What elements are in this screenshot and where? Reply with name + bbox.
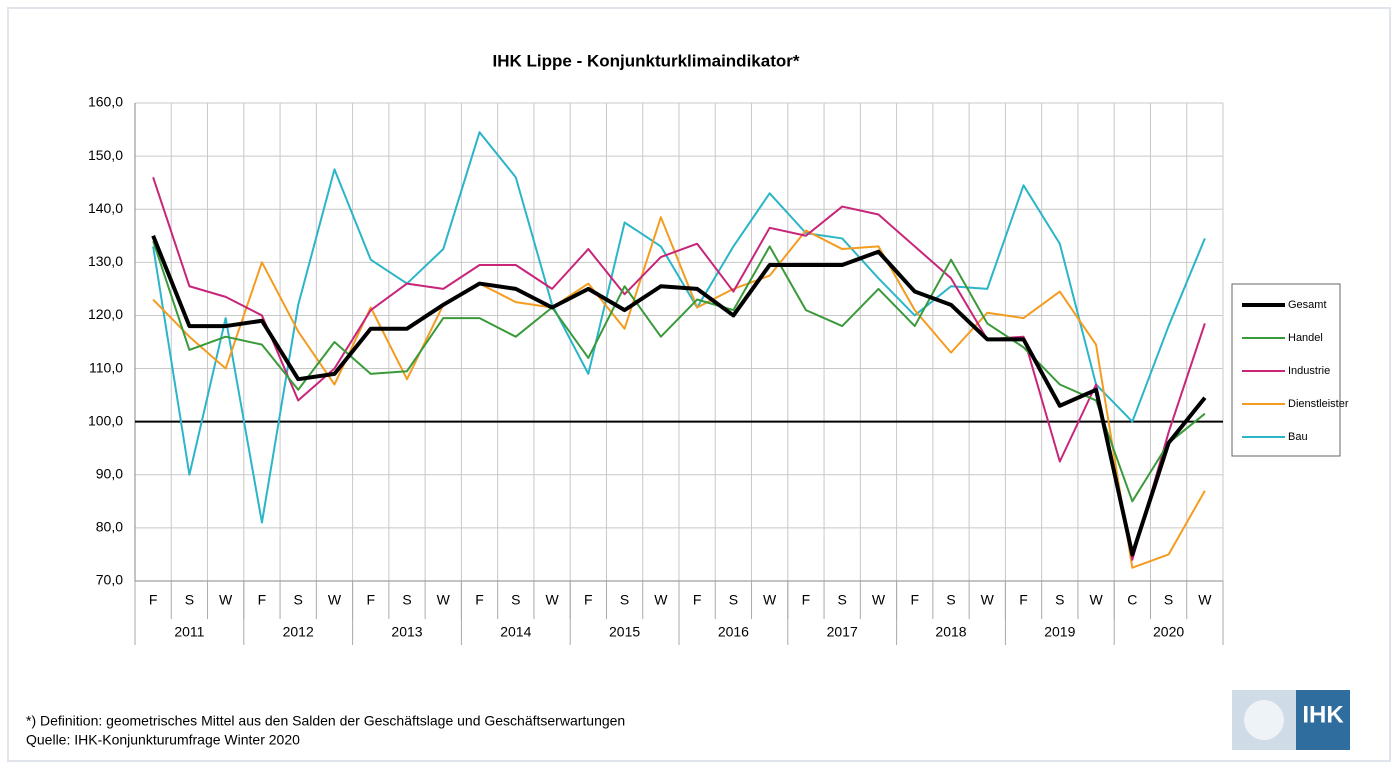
x-tick-label: W — [328, 592, 342, 608]
x-tick-label: C — [1127, 592, 1137, 608]
y-tick-label: 80,0 — [96, 519, 123, 535]
logo-panel — [1296, 690, 1350, 750]
x-tick-label: F — [258, 592, 267, 608]
x-tick-label: F — [802, 592, 811, 608]
x-tick-label: W — [437, 592, 451, 608]
y-tick-label: 140,0 — [88, 200, 123, 216]
x-tick-label: S — [185, 592, 194, 608]
x-tick-label: F — [910, 592, 919, 608]
legend-label: Gesamt — [1288, 299, 1327, 311]
series-line — [152, 131, 1206, 524]
x-tick-label: S — [620, 592, 629, 608]
group-label: 2018 — [935, 624, 966, 640]
x-tick-label: F — [693, 592, 702, 608]
group-label: 2020 — [1153, 624, 1184, 640]
group-label: 2015 — [609, 624, 640, 640]
y-tick-label: 120,0 — [88, 306, 123, 322]
x-tick-label: W — [981, 592, 995, 608]
legend-label: Industrie — [1288, 365, 1330, 377]
y-tick-label: 90,0 — [96, 465, 123, 481]
x-tick-label: S — [838, 592, 847, 608]
x-tick-label: F — [475, 592, 484, 608]
frame — [7, 7, 1391, 762]
footnote: Quelle: IHK-Konjunkturumfrage Winter 202… — [26, 732, 300, 748]
legend-label: Dienstleister — [1288, 398, 1349, 410]
footnote: *) Definition: geometrisches Mittel aus … — [26, 713, 625, 729]
logo-text: IHK — [1302, 701, 1344, 728]
x-tick-label: S — [1164, 592, 1173, 608]
legend-label: Bau — [1288, 431, 1308, 443]
x-tick-label: F — [149, 592, 158, 608]
group-label: 2019 — [1044, 624, 1075, 640]
x-tick-label: W — [763, 592, 777, 608]
x-tick-label: S — [946, 592, 955, 608]
x-tick-label: S — [294, 592, 303, 608]
x-tick-label: S — [402, 592, 411, 608]
x-tick-label: W — [545, 592, 559, 608]
x-tick-label: F — [584, 592, 593, 608]
group-label: 2013 — [391, 624, 422, 640]
legend-label: Handel — [1288, 332, 1323, 344]
y-tick-label: 130,0 — [88, 253, 123, 269]
x-tick-label: W — [219, 592, 233, 608]
y-tick-label: 110,0 — [89, 359, 123, 375]
x-tick-label: S — [1055, 592, 1064, 608]
group-label: 2017 — [827, 624, 858, 640]
x-tick-label: S — [511, 592, 520, 608]
y-tick-label: 160,0 — [88, 94, 123, 110]
y-tick-label: 100,0 — [88, 412, 123, 428]
x-tick-label: W — [1198, 592, 1212, 608]
x-tick-label: W — [654, 592, 668, 608]
x-tick-label: W — [1089, 592, 1103, 608]
group-label: 2014 — [500, 624, 531, 640]
group-label: 2012 — [283, 624, 314, 640]
x-tick-label: W — [872, 592, 886, 608]
logo-emblem — [1244, 700, 1284, 740]
chart-title: IHK Lippe - Konjunkturklimaindikator* — [493, 51, 800, 70]
group-label: 2011 — [174, 624, 204, 640]
group-label: 2016 — [718, 624, 749, 640]
x-tick-label: F — [366, 592, 375, 608]
x-tick-label: S — [729, 592, 738, 608]
x-tick-label: F — [1019, 592, 1028, 608]
series-line — [151, 235, 1207, 557]
y-tick-label: 150,0 — [88, 147, 123, 163]
y-tick-label: 70,0 — [96, 572, 123, 588]
